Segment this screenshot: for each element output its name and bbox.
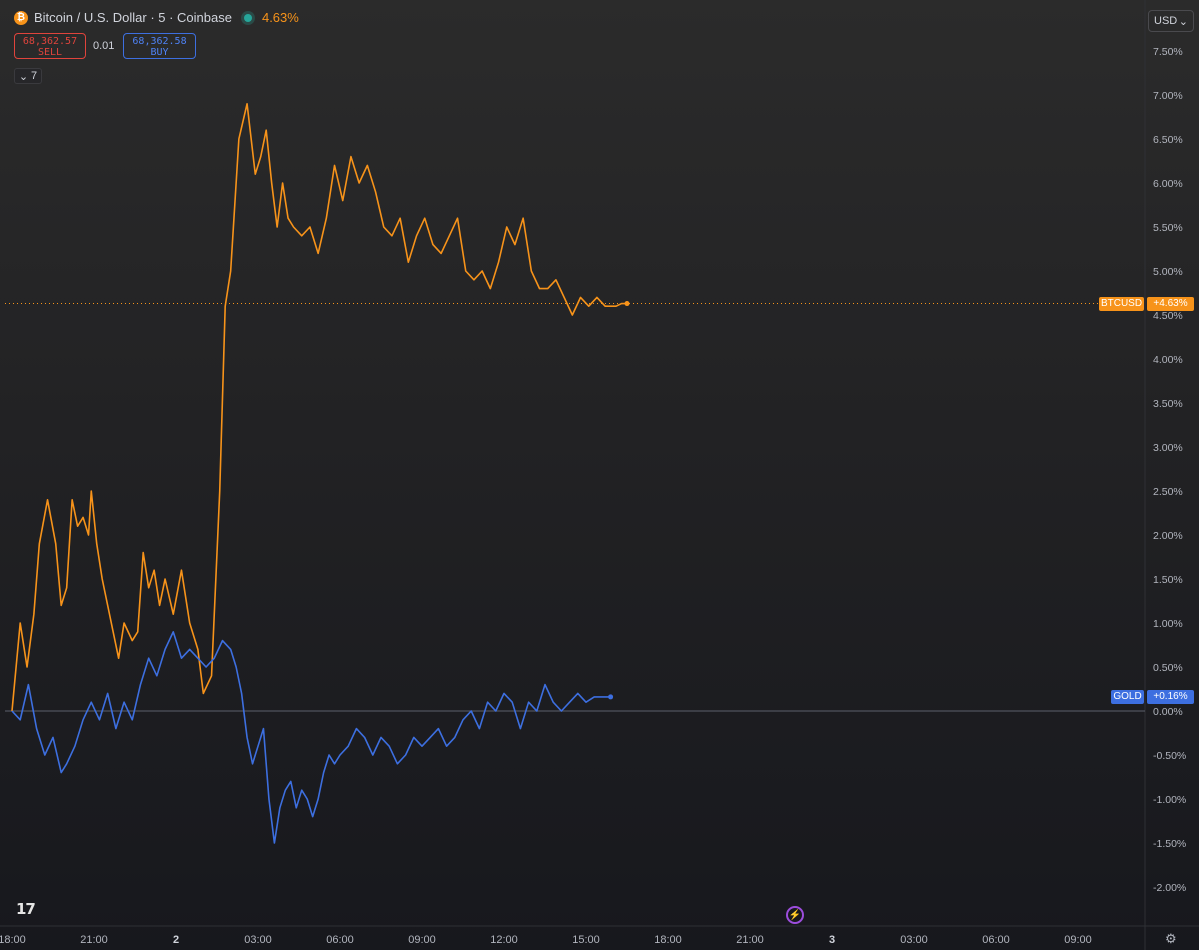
tradingview-logo[interactable]: 17 bbox=[16, 900, 36, 918]
gear-icon[interactable]: ⚙ bbox=[1165, 931, 1177, 946]
last-point-btcusd bbox=[624, 301, 630, 307]
series-name-label: GOLD bbox=[1111, 689, 1144, 704]
sell-button[interactable]: 68,362.57 SELL bbox=[14, 33, 86, 59]
y-tick-label: -2.00% bbox=[1153, 882, 1186, 894]
x-tick-label: 12:00 bbox=[490, 934, 518, 946]
live-status-icon bbox=[243, 13, 252, 22]
y-tick-label: 3.00% bbox=[1153, 442, 1183, 454]
series-value-label: +0.16% bbox=[1147, 689, 1194, 704]
x-tick-label: 15:00 bbox=[572, 934, 600, 946]
symbol-title[interactable]: Bitcoin / U.S. Dollar · 5 · Coinbase bbox=[34, 10, 232, 25]
y-tick-label: 5.00% bbox=[1153, 266, 1183, 278]
x-tick-label: 3 bbox=[829, 934, 835, 946]
chevron-down-icon: ⌄ bbox=[18, 70, 29, 83]
series-line-btcusd bbox=[11, 103, 627, 712]
buy-button[interactable]: 68,362.58 BUY bbox=[123, 33, 196, 59]
y-tick-label: 0.50% bbox=[1153, 662, 1183, 674]
x-tick-label: 06:00 bbox=[326, 934, 354, 946]
indicators-toggle-button[interactable]: ⌄ 7 bbox=[14, 68, 42, 84]
y-tick-label: 5.50% bbox=[1153, 222, 1183, 234]
sell-price: 68,362.57 bbox=[22, 36, 78, 47]
x-tick-label: 21:00 bbox=[736, 934, 764, 946]
indicators-count: 7 bbox=[31, 70, 38, 82]
currency-label: USD bbox=[1154, 15, 1178, 27]
buy-price: 68,362.58 bbox=[132, 36, 187, 47]
sell-label: SELL bbox=[37, 47, 63, 58]
x-tick-label: 03:00 bbox=[244, 934, 272, 946]
x-tick-label: 18:00 bbox=[0, 934, 26, 946]
y-tick-label: 3.50% bbox=[1153, 398, 1183, 410]
y-tick-label: 7.50% bbox=[1153, 46, 1183, 58]
x-tick-label: 09:00 bbox=[408, 934, 436, 946]
x-tick-label: 21:00 bbox=[80, 934, 108, 946]
y-tick-label: 2.50% bbox=[1153, 486, 1183, 498]
y-tick-label: 0.00% bbox=[1153, 706, 1183, 718]
y-tick-label: 1.50% bbox=[1153, 574, 1183, 586]
y-tick-label: 1.00% bbox=[1153, 618, 1183, 630]
x-tick-label: 03:00 bbox=[900, 934, 928, 946]
x-tick-label: 2 bbox=[173, 934, 179, 946]
last-point-gold bbox=[608, 694, 614, 700]
replay-icon[interactable]: ⚡ bbox=[786, 906, 804, 924]
y-tick-label: 2.00% bbox=[1153, 530, 1183, 542]
x-tick-label: 09:00 bbox=[1064, 934, 1092, 946]
x-tick-label: 06:00 bbox=[982, 934, 1010, 946]
currency-select[interactable]: USD ⌄ bbox=[1148, 10, 1194, 32]
chevron-down-icon: ⌄ bbox=[1178, 15, 1188, 28]
series-value-label: +4.63% bbox=[1147, 296, 1194, 311]
y-tick-label: 6.00% bbox=[1153, 178, 1183, 190]
y-tick-label: -1.00% bbox=[1153, 794, 1186, 806]
buy-label: BUY bbox=[150, 47, 169, 58]
spread-value: 0.01 bbox=[93, 40, 115, 52]
x-tick-label: 18:00 bbox=[654, 934, 682, 946]
change-percent: 4.63% bbox=[261, 10, 299, 25]
bitcoin-icon: ₿ bbox=[14, 10, 28, 25]
y-tick-label: 4.00% bbox=[1153, 354, 1183, 366]
y-tick-label: -0.50% bbox=[1153, 750, 1186, 762]
series-line-gold bbox=[11, 630, 611, 844]
symbol-header[interactable]: ₿ Bitcoin / U.S. Dollar · 5 · Coinbase 4… bbox=[14, 10, 299, 25]
y-tick-label: 4.50% bbox=[1153, 310, 1183, 322]
y-tick-label: 6.50% bbox=[1153, 134, 1183, 146]
y-tick-label: -1.50% bbox=[1153, 838, 1186, 850]
series-name-label: BTCUSD bbox=[1099, 296, 1144, 311]
y-tick-label: 7.00% bbox=[1153, 90, 1183, 102]
